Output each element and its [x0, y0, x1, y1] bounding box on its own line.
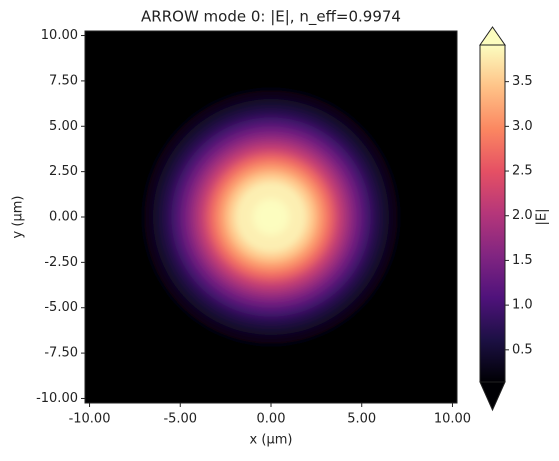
- y-tick-label: -5.00: [44, 300, 78, 315]
- colorbar-label: |E|: [535, 209, 550, 226]
- x-tick-label: -5.00: [163, 412, 197, 427]
- colorbar-tick-label: 1.5: [512, 253, 533, 268]
- colorbar-tick-label: 2.5: [512, 164, 533, 179]
- y-axis-label: y (µm): [11, 196, 26, 239]
- colorbar-tick-label: 0.5: [512, 342, 533, 357]
- colorbar-tick-label: 3.0: [512, 119, 533, 134]
- y-tick-label: 0.00: [49, 210, 78, 225]
- colorbar-tick-label: 1.0: [512, 298, 533, 313]
- colorbar-tick-label: 2.0: [512, 208, 533, 223]
- y-tick-label: 5.00: [49, 119, 78, 134]
- y-tick-label: 7.50: [49, 73, 78, 88]
- colorbar: [480, 45, 505, 382]
- x-tick-label: 5.00: [347, 412, 376, 427]
- chart-title: ARROW mode 0: |E|, n_eff=0.9974: [141, 8, 401, 27]
- field-ring: [265, 211, 277, 223]
- colorbar-frame: [479, 44, 506, 383]
- colorbar-extend-max: [479, 26, 506, 46]
- x-tick-label: -10.00: [69, 412, 111, 427]
- y-tick-label: -10.00: [36, 391, 78, 406]
- x-tick-label: 0.00: [257, 412, 286, 427]
- heatmap-layer: [85, 31, 457, 403]
- y-tick-label: 2.50: [49, 164, 78, 179]
- x-tick-label: 10.00: [434, 412, 471, 427]
- y-tick-label: 10.00: [41, 28, 78, 43]
- x-axis-label: x (µm): [250, 433, 293, 448]
- y-tick-label: -7.50: [44, 346, 78, 361]
- y-tick-label: -2.50: [44, 255, 78, 270]
- heatmap-field: [85, 31, 457, 403]
- colorbar-extend-min: [479, 381, 506, 412]
- colorbar-tick-label: 3.5: [512, 74, 533, 89]
